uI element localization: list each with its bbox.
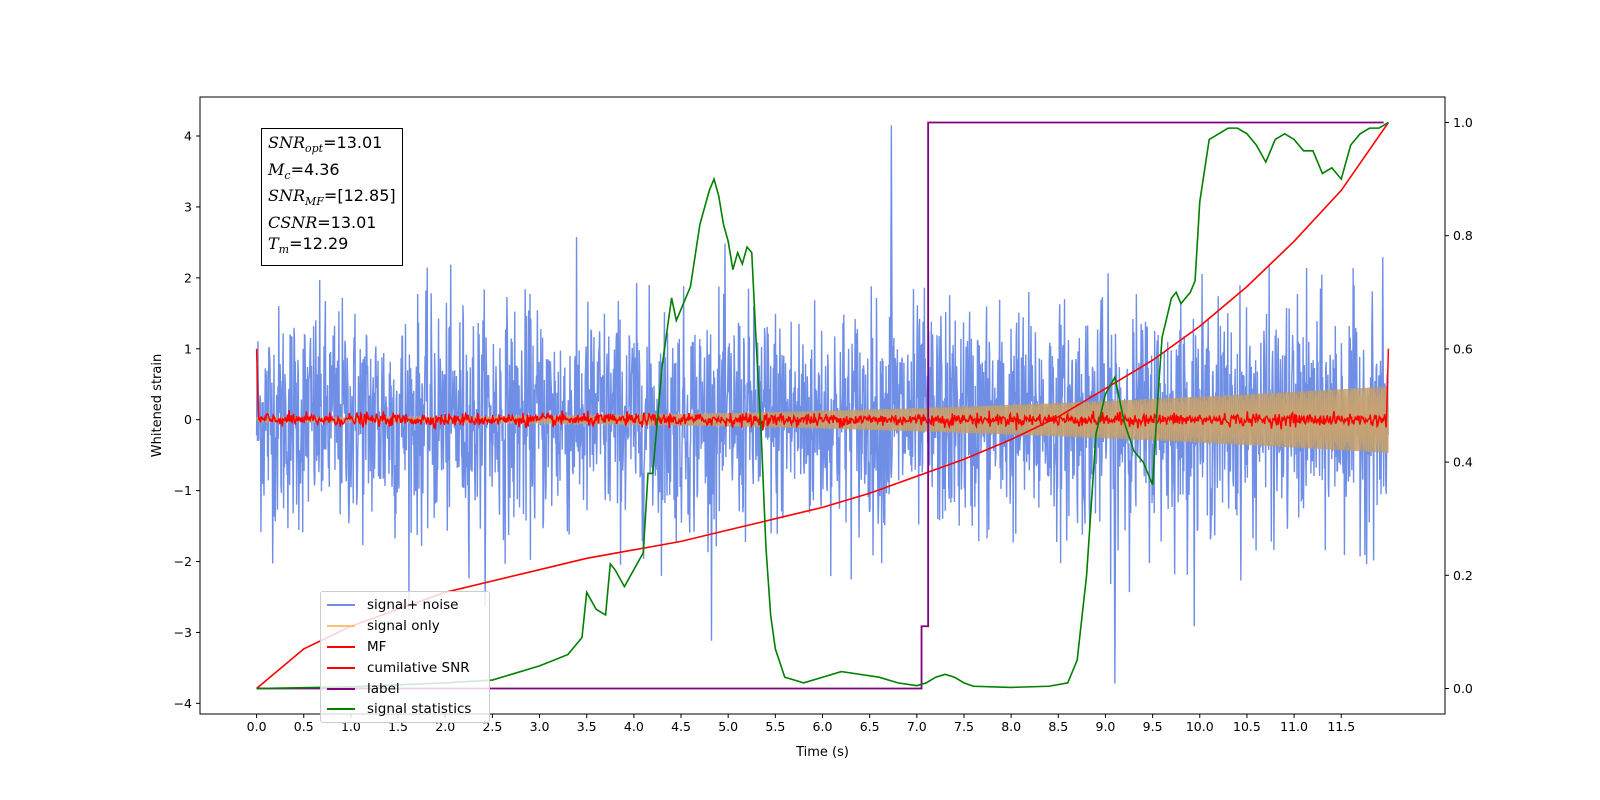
x-tick-label: 11.5 bbox=[1327, 719, 1355, 734]
legend-item: MF bbox=[327, 637, 483, 658]
x-tick-label: 3.5 bbox=[577, 719, 597, 734]
legend-item: signal+ noise bbox=[327, 595, 483, 616]
y-tick-label-left: −4 bbox=[174, 696, 192, 711]
y-tick-label-left: 3 bbox=[184, 199, 192, 214]
legend-label: cumilative SNR bbox=[367, 659, 470, 676]
y-tick-label-left: −1 bbox=[174, 483, 192, 498]
signal-statistics-series bbox=[256, 121, 1389, 690]
legend: signal+ noise signal only MF cumilative … bbox=[320, 591, 490, 723]
x-tick-label: 7.5 bbox=[954, 719, 974, 734]
y-tick-label-left: 4 bbox=[184, 129, 192, 144]
legend-item: signal statistics bbox=[327, 699, 483, 720]
legend-swatch bbox=[327, 645, 355, 648]
x-tick-label: 6.0 bbox=[813, 719, 833, 734]
legend-swatch bbox=[327, 604, 355, 607]
legend-label: label bbox=[367, 680, 400, 697]
y-tick-label-right: 0.0 bbox=[1453, 681, 1473, 696]
metrics-info-box: SNRopt=13.01 Mc=4.36 SNRMF=[12.85] CSNR=… bbox=[261, 128, 403, 267]
x-tick-label: 4.0 bbox=[624, 719, 644, 734]
legend-swatch bbox=[327, 625, 355, 628]
label-series bbox=[256, 121, 1384, 690]
x-tick-label: 10.5 bbox=[1233, 719, 1261, 734]
y-axis-label: Whitened strain bbox=[150, 354, 165, 457]
x-tick-label: 0.5 bbox=[294, 719, 314, 734]
x-axis-label: Time (s) bbox=[795, 745, 849, 760]
legend-item: signal only bbox=[327, 616, 483, 637]
snr-opt-line: SNRopt=13.01 bbox=[268, 133, 383, 156]
x-tick-label: 3.0 bbox=[530, 719, 550, 734]
x-tick-label: 5.5 bbox=[765, 719, 785, 734]
legend-label: signal+ noise bbox=[367, 597, 459, 614]
snr-mf-line: SNRMF=[12.85] bbox=[268, 186, 396, 209]
legend-label: signal only bbox=[367, 618, 440, 635]
x-tick-label: 5.0 bbox=[718, 719, 738, 734]
y-tick-label-right: 0.8 bbox=[1453, 228, 1473, 243]
tm-line: Tm=12.29 bbox=[268, 233, 349, 256]
legend-swatch bbox=[327, 666, 355, 669]
y-tick-label-right: 0.2 bbox=[1453, 568, 1473, 583]
y-tick-label-left: 2 bbox=[184, 270, 192, 285]
signal-noise-peak bbox=[889, 125, 893, 420]
x-tick-label: 9.5 bbox=[1143, 719, 1163, 734]
legend-label: MF bbox=[367, 638, 387, 655]
x-tick-label: 9.0 bbox=[1096, 719, 1116, 734]
y-tick-label-right: 1.0 bbox=[1453, 115, 1473, 130]
x-tick-label: 4.5 bbox=[671, 719, 691, 734]
csnr-line: CSNR=13.01 bbox=[268, 213, 377, 233]
y-tick-label-right: 0.4 bbox=[1453, 455, 1473, 470]
signal-noise-peak bbox=[1113, 419, 1117, 684]
y-tick-label-right: 0.6 bbox=[1453, 341, 1473, 356]
y-tick-label-left: 0 bbox=[184, 412, 192, 427]
mc-line: Mc=4.36 bbox=[268, 159, 340, 182]
legend-label: signal statistics bbox=[367, 701, 472, 718]
x-tick-label: 10.0 bbox=[1186, 719, 1214, 734]
x-tick-label: 0.0 bbox=[247, 719, 267, 734]
x-tick-label: 11.0 bbox=[1280, 719, 1308, 734]
y-tick-label-left: −3 bbox=[174, 625, 192, 640]
y-tick-label-left: 1 bbox=[184, 341, 192, 356]
y-tick-label-left: −2 bbox=[174, 554, 192, 569]
x-tick-label: 8.0 bbox=[1001, 719, 1021, 734]
legend-swatch bbox=[327, 687, 355, 690]
x-tick-label: 6.5 bbox=[860, 719, 880, 734]
x-tick-label: 8.5 bbox=[1048, 719, 1068, 734]
x-tick-label: 7.0 bbox=[907, 719, 927, 734]
legend-item: label bbox=[327, 678, 483, 699]
legend-swatch bbox=[327, 708, 355, 711]
mf-series bbox=[255, 348, 1390, 431]
legend-item: cumilative SNR bbox=[327, 657, 483, 678]
